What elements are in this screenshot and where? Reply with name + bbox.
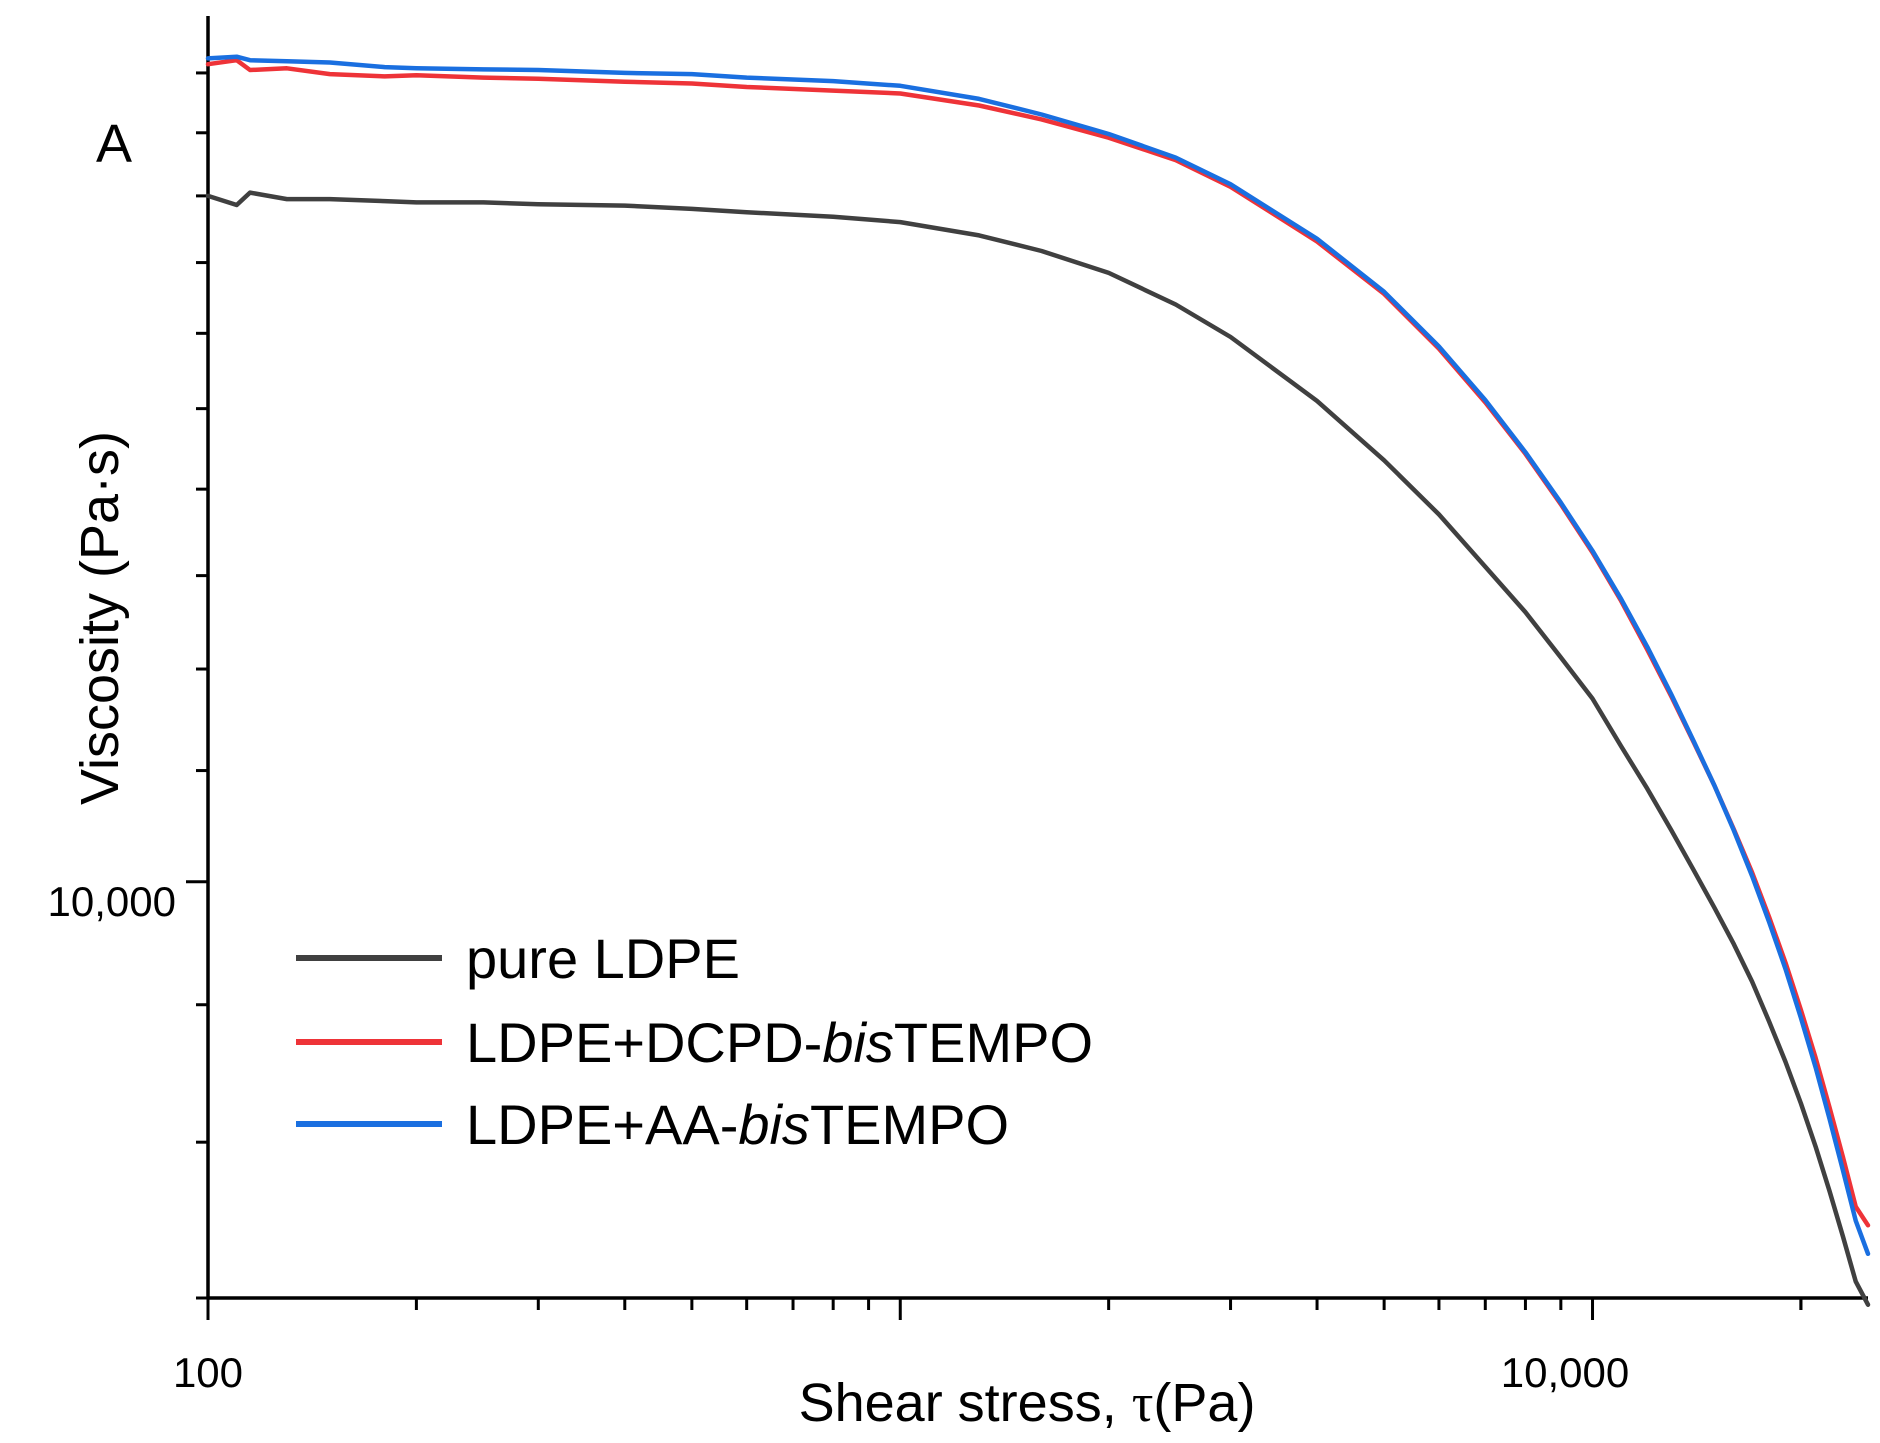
series-line-2 <box>205 54 1871 1257</box>
y-tick-label-10000: 10,000 <box>48 878 176 925</box>
legend-label-2: LDPE+AA-bisTEMPO <box>466 1093 1009 1156</box>
x-tick-label-10000: 10,000 <box>1501 1349 1629 1396</box>
y-axis-ticks <box>186 71 208 1300</box>
legend: pure LDPE LDPE+DCPD-bisTEMPO LDPE+AA-bisTE… <box>296 927 1093 1156</box>
x-axis-title: Shear stress, τ(Pa) <box>799 1373 1256 1433</box>
legend-label-0: pure LDPE <box>466 927 740 990</box>
legend-label-1: LDPE+DCPD-bisTEMPO <box>466 1011 1093 1074</box>
series-layer <box>205 54 1871 1307</box>
x-axis-ticks <box>206 1298 1803 1320</box>
panel-label: A <box>96 114 132 174</box>
series-line-0 <box>205 190 1871 1307</box>
x-tick-label-100: 100 <box>173 1349 243 1396</box>
y-axis-title: Viscosity (Pa·s) <box>70 431 130 805</box>
